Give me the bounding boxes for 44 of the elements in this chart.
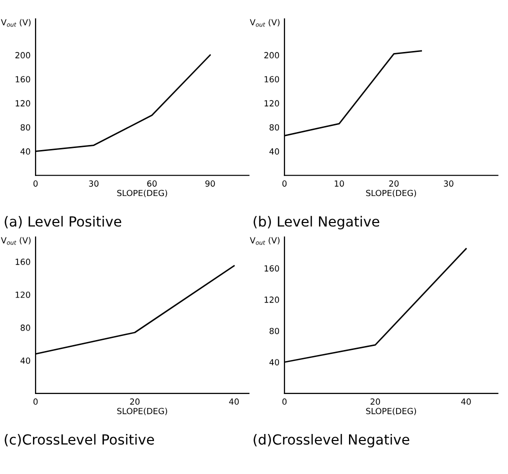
- y-tick-label: 40: [269, 148, 280, 155]
- x-axis-title: SLOPE(DEG): [117, 190, 168, 198]
- x-tick-label: 0: [33, 398, 38, 405]
- y-tick-label: 40: [20, 357, 30, 364]
- y-tick-label: 80: [270, 124, 280, 131]
- y-tick-label: 120: [264, 100, 280, 106]
- y-tick-label: 120: [264, 296, 280, 303]
- y-axis-title: V$_{out}$ (V): [250, 18, 280, 27]
- x-axis-title: SLOPE(DEG): [117, 408, 168, 416]
- y-tick-label: 120: [16, 100, 30, 106]
- x-tick-label: 20: [130, 398, 140, 405]
- y-axis-title: V$_{out}$ (V): [0, 18, 31, 27]
- y-tick-label: 160: [264, 265, 280, 272]
- text: (b) Level Negative: [254, 216, 380, 230]
- x-tick-label: 10: [334, 180, 344, 187]
- y-axis-title: V$_{out}$ (V): [250, 237, 280, 245]
- x-tick-label: 20: [370, 398, 380, 405]
- y-axis-title: V$_{out}$ (V): [0, 237, 31, 245]
- x-tick-label: 40: [229, 398, 239, 405]
- y-tick-label: 200: [264, 52, 280, 58]
- y-tick-label: 40: [20, 148, 30, 155]
- y-tick-label: 80: [270, 328, 280, 334]
- y-tick-label: 160: [16, 258, 30, 265]
- x-tick-label: 40: [461, 398, 471, 405]
- y-tick-label: 120: [16, 292, 30, 298]
- y-tick-label: 80: [20, 324, 30, 331]
- text: (d)Crosslevel Negative: [254, 434, 410, 448]
- text: (a) Level Positive: [4, 216, 122, 228]
- x-tick-label: 90: [205, 180, 215, 187]
- x-tick-label: 20: [389, 180, 399, 187]
- x-axis-title: SLOPE(DEG): [366, 190, 416, 198]
- y-tick-label: 80: [20, 124, 30, 131]
- y-tick-label: 200: [15, 52, 30, 58]
- x-tick-label: 0: [282, 180, 287, 187]
- y-tick-label: 160: [16, 76, 30, 82]
- text: (c)CrossLevel Positive: [4, 434, 154, 446]
- x-tick-label: 30: [89, 180, 98, 187]
- x-tick-label: 0: [33, 180, 38, 187]
- y-tick-label: 40: [269, 359, 280, 366]
- x-tick-label: 30: [444, 180, 454, 187]
- x-tick-label: 60: [147, 180, 157, 187]
- x-axis-title: SLOPE(DEG): [366, 408, 416, 416]
- x-tick-label: 0: [282, 398, 287, 405]
- y-tick-label: 160: [264, 76, 280, 82]
